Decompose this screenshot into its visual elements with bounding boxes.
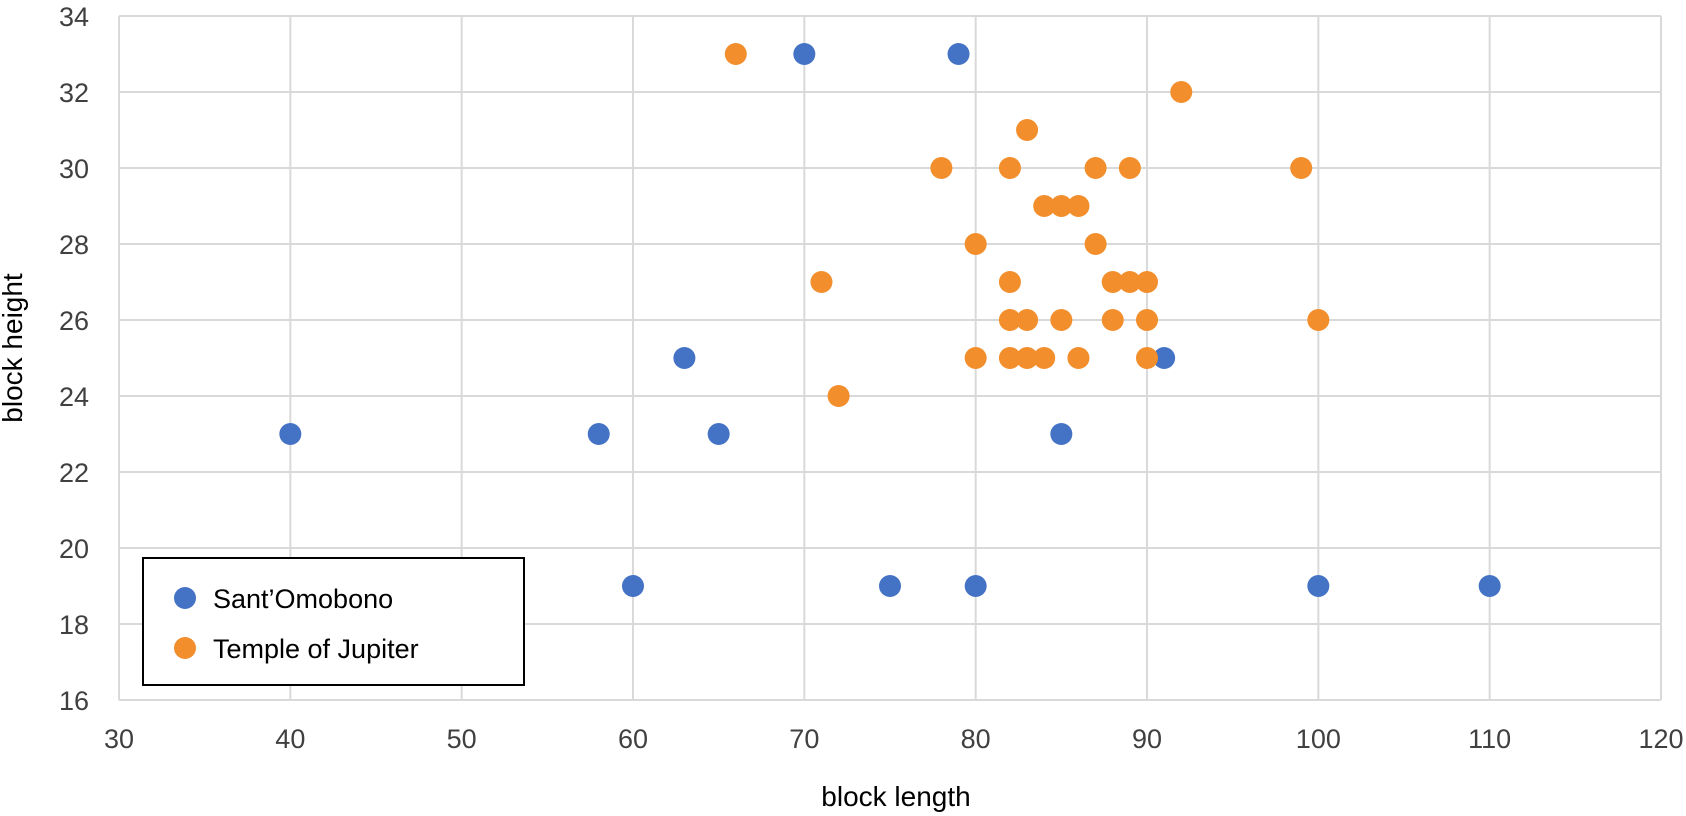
- point-temple-of-jupiter-90-25: [1136, 347, 1158, 369]
- y-tick-label-16: 16: [59, 686, 89, 716]
- point-temple-of-jupiter-80-28: [964, 233, 987, 255]
- point-sant-omobono-91-25: [1153, 347, 1176, 369]
- y-tick-label-22: 22: [59, 458, 89, 488]
- point-sant-omobono-40-23: [279, 423, 302, 445]
- x-axis-title: block length: [821, 781, 970, 812]
- point-temple-of-jupiter-82-26: [998, 309, 1021, 331]
- x-tick-label-30: 30: [104, 724, 134, 754]
- x-tick-label-60: 60: [618, 724, 648, 754]
- data-points: [279, 43, 1501, 597]
- y-tick-label-28: 28: [59, 230, 89, 260]
- point-temple-of-jupiter-82-30: [998, 157, 1021, 179]
- point-sant-omobono-79-33: [947, 43, 970, 65]
- point-temple-of-jupiter-72-24: [827, 385, 850, 407]
- point-sant-omobono-80-19: [964, 575, 987, 597]
- x-tick-label-100: 100: [1296, 724, 1341, 754]
- x-tick-label-120: 120: [1638, 724, 1683, 754]
- point-temple-of-jupiter-82-25: [998, 347, 1021, 369]
- point-temple-of-jupiter-87-30: [1084, 157, 1107, 179]
- point-temple-of-jupiter-89-30: [1118, 157, 1141, 179]
- y-axis-title: block height: [0, 273, 28, 423]
- legend-label-temple-of-jupiter: Temple of Jupiter: [213, 634, 419, 664]
- point-temple-of-jupiter-83-26: [1016, 309, 1039, 331]
- y-axis-tick-labels: 16 18 20 22 24 26 28 30 32 34: [59, 2, 89, 716]
- y-tick-label-24: 24: [59, 382, 89, 412]
- point-temple-of-jupiter-90-26: [1136, 309, 1158, 331]
- y-tick-label-32: 32: [59, 78, 89, 108]
- point-temple-of-jupiter-71-27: [810, 271, 833, 293]
- point-temple-of-jupiter-83-25: [1016, 347, 1039, 369]
- point-temple-of-jupiter-83-31: [1016, 119, 1039, 141]
- point-temple-of-jupiter-92-32: [1170, 81, 1193, 103]
- point-sant-omobono-100-19: [1307, 575, 1330, 597]
- y-tick-label-34: 34: [59, 2, 89, 32]
- x-tick-label-50: 50: [447, 724, 477, 754]
- point-temple-of-jupiter-82-27: [998, 271, 1021, 293]
- point-temple-of-jupiter-85-29: [1050, 195, 1073, 217]
- legend-marker-sant-omobono: [174, 587, 196, 609]
- point-temple-of-jupiter-88-27: [1101, 271, 1124, 293]
- legend-frame: [142, 557, 525, 686]
- point-temple-of-jupiter-84-25: [1033, 347, 1056, 369]
- legend: Sant’Omobono Temple of Jupiter: [142, 557, 525, 686]
- x-tick-label-110: 110: [1468, 724, 1511, 754]
- y-tick-label-26: 26: [59, 306, 89, 336]
- y-tick-label-30: 30: [59, 154, 89, 184]
- x-tick-label-70: 70: [789, 724, 819, 754]
- legend-label-sant-omobono: Sant’Omobono: [213, 584, 393, 614]
- x-axis-tick-labels: 30 40 50 60 70 80 90 100 110 120: [104, 724, 1684, 754]
- point-sant-omobono-60-19: [622, 575, 644, 597]
- point-sant-omobono-85-23: [1050, 423, 1073, 445]
- point-sant-omobono-63-25: [673, 347, 696, 369]
- point-temple-of-jupiter-85-26: [1050, 309, 1073, 331]
- point-temple-of-jupiter-66-33: [724, 43, 747, 65]
- y-tick-label-20: 20: [59, 534, 89, 564]
- legend-marker-temple-of-jupiter: [174, 637, 196, 659]
- point-temple-of-jupiter-84-29: [1033, 195, 1056, 217]
- point-sant-omobono-75-19: [879, 575, 901, 597]
- x-tick-label-40: 40: [275, 724, 305, 754]
- point-temple-of-jupiter-88-26: [1101, 309, 1124, 331]
- point-temple-of-jupiter-99-30: [1290, 157, 1313, 179]
- point-temple-of-jupiter-80-25: [964, 347, 987, 369]
- point-sant-omobono-58-23: [587, 423, 610, 445]
- point-temple-of-jupiter-78-30: [930, 157, 953, 179]
- y-tick-label-18: 18: [59, 610, 89, 640]
- point-temple-of-jupiter-87-28: [1084, 233, 1107, 255]
- point-temple-of-jupiter-86-29: [1067, 195, 1090, 217]
- point-sant-omobono-70-33: [793, 43, 816, 65]
- x-tick-label-90: 90: [1132, 724, 1162, 754]
- x-tick-label-80: 80: [961, 724, 991, 754]
- point-sant-omobono-65-23: [707, 423, 730, 445]
- point-temple-of-jupiter-90-27: [1136, 271, 1158, 293]
- point-sant-omobono-110-19: [1478, 575, 1501, 597]
- point-temple-of-jupiter-89-27: [1118, 271, 1141, 293]
- point-temple-of-jupiter-100-26: [1307, 309, 1330, 331]
- point-temple-of-jupiter-86-25: [1067, 347, 1090, 369]
